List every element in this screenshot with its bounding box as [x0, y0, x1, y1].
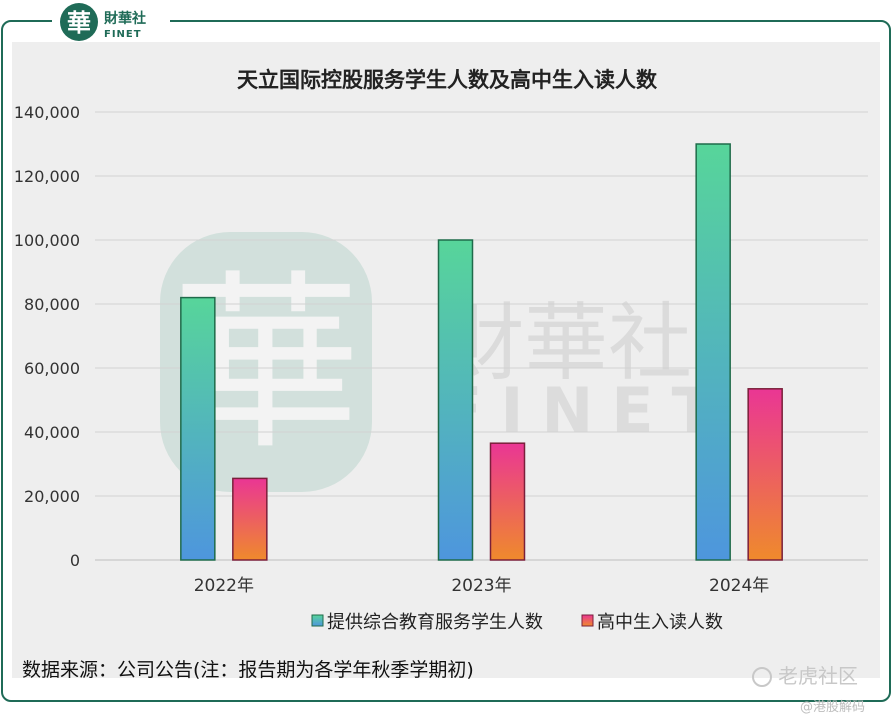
y-tick-label: 0: [70, 551, 80, 570]
y-tick-label: 140,000: [14, 103, 80, 122]
y-tick-label: 20,000: [24, 487, 80, 506]
y-tick-label: 60,000: [24, 359, 80, 378]
brand-logo: 華 財華社 FINET: [52, 0, 170, 44]
corner-mark-text: 老虎社区: [778, 664, 858, 688]
gridlines: [95, 111, 868, 561]
bar-highschool: [747, 388, 783, 561]
bar-students: [180, 296, 216, 561]
y-tick-label: 80,000: [24, 295, 80, 314]
legend-swatch: [311, 614, 324, 627]
x-tick-label: 2023年: [451, 576, 511, 596]
source-note: 数据来源：公司公告(注：报告期为各学年秋季学期初): [22, 659, 474, 681]
bar-students: [695, 143, 731, 561]
chart-title: 天立国际控股服务学生人数及高中生入读人数: [237, 68, 658, 92]
watermark-sub: FINET: [440, 374, 732, 447]
brand-name: 財華社: [103, 10, 146, 27]
corner-mark-sub: @港股解码: [800, 700, 866, 715]
legend: 提供综合教育服务学生人数 高中生入读人数: [311, 612, 723, 633]
y-tick-label: 120,000: [14, 167, 80, 186]
brand-logo-glyph: 華: [67, 8, 91, 37]
legend-swatch: [581, 614, 594, 627]
bar-highschool: [232, 477, 268, 561]
bars: [180, 143, 783, 561]
bar-students: [437, 239, 474, 561]
y-axis-ticks: 0 20,000 40,000 60,000 80,000 100,000 120,000 1…: [14, 103, 80, 570]
bar-highschool: [489, 442, 526, 561]
corner-watermark: 老虎社区: [752, 660, 858, 689]
tiger-icon: [752, 667, 772, 687]
x-tick-label: 2022年: [194, 576, 254, 596]
legend-label: 提供综合教育服务学生人数: [327, 612, 543, 633]
legend-label: 高中生入读人数: [597, 612, 723, 633]
brand-sub: FINET: [104, 29, 142, 40]
x-tick-label: 2024年: [709, 576, 769, 596]
watermark-name: 財華社: [440, 294, 692, 392]
y-tick-label: 40,000: [24, 423, 80, 442]
y-tick-label: 100,000: [14, 231, 80, 250]
x-axis-ticks: 2022年 2023年 2024年: [194, 576, 770, 596]
